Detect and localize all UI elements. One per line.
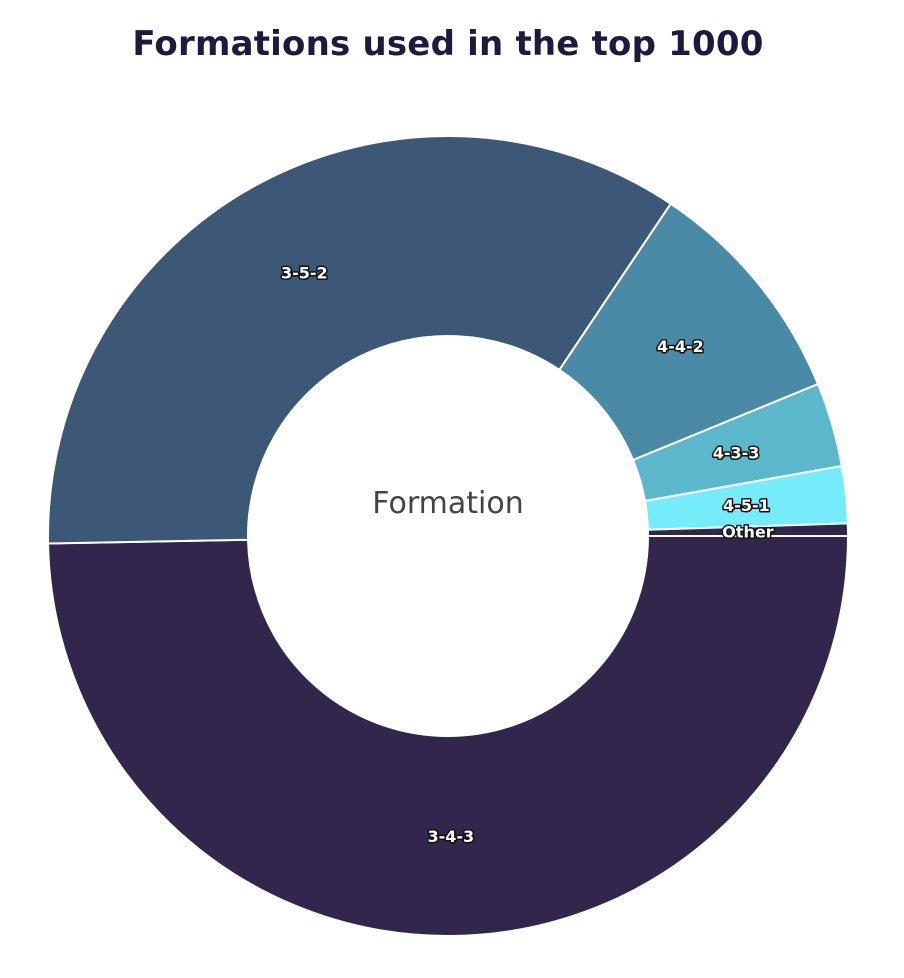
slice-3-4-3 — [47, 535, 850, 937]
chart-title: Formations used in the top 1000 — [132, 24, 764, 64]
slice-3-5-2 — [47, 135, 673, 545]
slice-label-3-4-3: 3-4-3 — [427, 827, 474, 846]
center-label: Formation — [372, 486, 523, 521]
slice-other — [646, 522, 850, 537]
slice-label-4-3-3: 4-3-3 — [713, 443, 760, 462]
slice-label-4-4-2: 4-4-2 — [657, 337, 704, 356]
slice-label-other: Other — [722, 522, 773, 541]
slice-label-4-5-1: 4-5-1 — [723, 496, 770, 515]
slice-label-3-5-2: 3-5-2 — [281, 264, 328, 283]
labels-group: 3-4-3 3-5-2 4-4-2 4-3-3 4-5-1 Other — [279, 262, 775, 847]
slices-group — [47, 135, 850, 937]
